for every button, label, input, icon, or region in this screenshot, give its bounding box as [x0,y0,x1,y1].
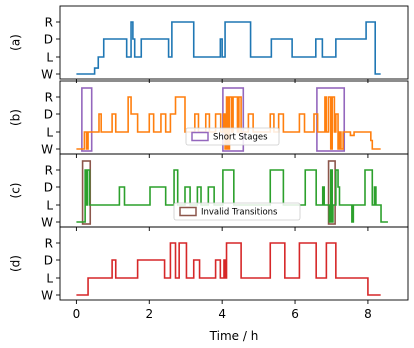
x-tick-label-3: 6 [291,307,299,321]
y-tick-label-3-1: L [46,272,53,286]
y-tick-label-2-3: R [45,164,53,178]
series-line-0 [76,21,381,75]
legend-box-0 [185,127,280,146]
y-tick-label-1-0: W [41,143,53,157]
x-tick-label-4: 8 [364,307,372,321]
panel-frame-0 [59,5,409,80]
legend-swatch-0 [191,131,209,142]
y-tick-label-3-0: W [41,289,53,303]
y-tick-label-1-2: D [44,108,53,122]
x-tick-label-2: 4 [218,307,226,321]
panel-label-1: (b) [9,109,23,126]
x-tick-label-0: 0 [73,307,81,321]
legend-swatch-1 [179,206,197,217]
y-tick-label-0-1: L [46,51,53,65]
highlight-box-1-0 [81,87,93,152]
y-tick-label-0-0: W [41,68,53,82]
panel-frame-3 [59,226,409,301]
panel-label-3: (d) [9,255,23,272]
y-tick-label-3-2: D [44,254,53,268]
legend-label-0: Short Stages [213,133,268,143]
y-tick-label-0-3: R [45,16,53,30]
series-line-2 [76,169,388,223]
y-tick-label-2-1: L [46,199,53,213]
y-tick-label-2-2: D [44,181,53,195]
panel-label-2: (c) [9,183,23,199]
legend-box-1 [173,202,301,221]
x-axis-label: Time / h [209,329,259,343]
y-tick-label-3-3: R [45,237,53,251]
x-tick-label-1: 2 [145,307,153,321]
y-tick-label-2-0: W [41,216,53,230]
y-tick-label-1-3: R [45,91,53,105]
panel-label-0: (a) [9,34,23,51]
y-tick-label-1-1: L [46,126,53,140]
y-tick-label-0-2: D [44,33,53,47]
legend-label-1: Invalid Transitions [201,208,278,218]
series-line-3 [76,242,381,296]
